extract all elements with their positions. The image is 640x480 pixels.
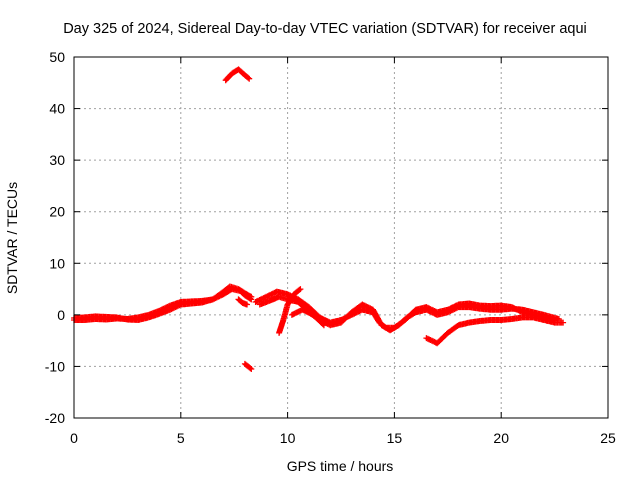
x-tick-label: 5 (177, 430, 185, 446)
y-axis-label: SDTVAR / TECUs (4, 182, 20, 294)
data-point-track (423, 314, 567, 347)
x-tick-label: 25 (600, 430, 616, 446)
data-point-track (256, 293, 562, 334)
data-point-track (222, 66, 253, 84)
x-tick-label: 0 (70, 430, 78, 446)
data-point-track (235, 296, 250, 308)
y-tick-label: 0 (57, 307, 65, 323)
x-axis-label: GPS time / hours (287, 458, 394, 474)
axis-ticks: 0 5 10 15 20 25 -20 -10 0 10 20 30 40 50 (45, 49, 616, 446)
grid-lines (74, 57, 608, 418)
data-point-track (276, 286, 304, 336)
chart-title: Day 325 of 2024, Sidereal Day-to-day VTE… (63, 21, 587, 37)
y-tick-label: 10 (49, 255, 65, 271)
data-point-track (71, 283, 255, 323)
plot-frame (73, 56, 609, 419)
y-tick-label: -10 (45, 358, 65, 374)
y-tick-label: -20 (45, 410, 65, 426)
y-tick-label: 30 (49, 152, 65, 168)
x-tick-label: 20 (493, 430, 509, 446)
y-tick-label: 50 (49, 49, 65, 65)
data-series-sdtvar (71, 66, 567, 372)
y-tick-label: 20 (49, 204, 65, 220)
x-tick-label: 10 (280, 430, 296, 446)
y-tick-label: 40 (49, 101, 65, 117)
x-tick-label: 15 (387, 430, 403, 446)
data-point-track (241, 360, 255, 372)
data-point-track (288, 306, 327, 329)
